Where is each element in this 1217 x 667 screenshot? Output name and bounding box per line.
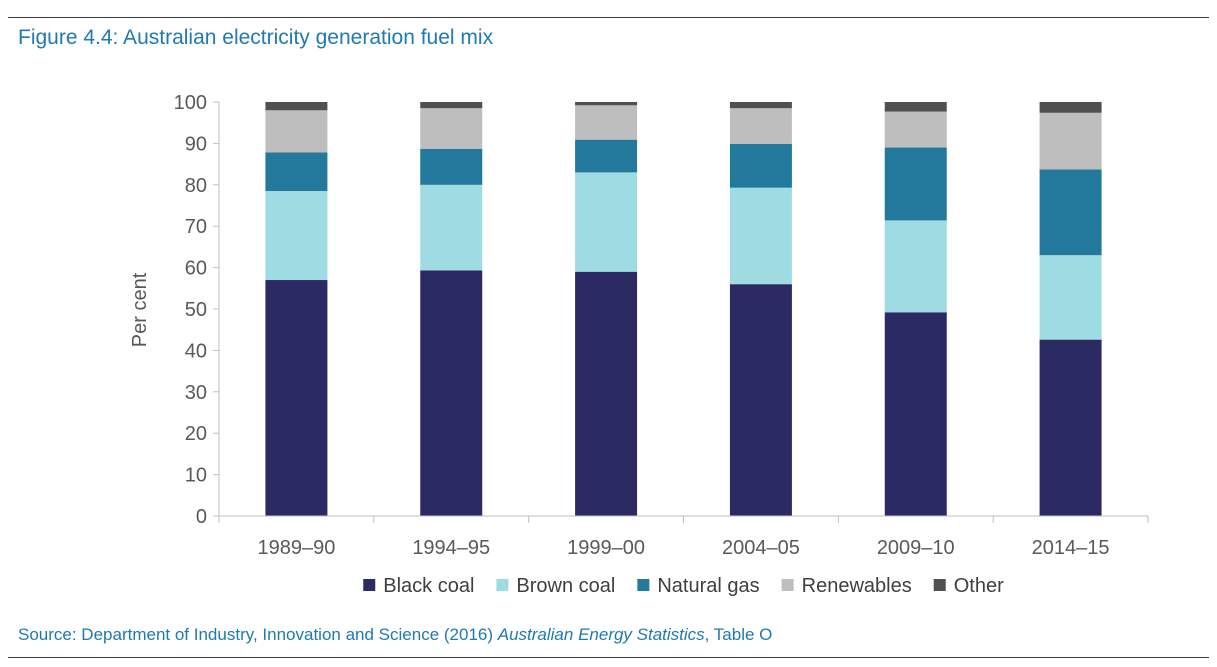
y-axis-label: Per cent <box>129 272 151 347</box>
y-tick-label: 100 <box>174 92 207 114</box>
bar-segment-other: Other 2004–05: 1.5 <box>729 102 792 109</box>
bottom-rule <box>8 657 1209 658</box>
y-tick-label: 90 <box>185 133 207 155</box>
x-tick-label: 2014–15 <box>1032 537 1110 559</box>
bar-segment-brown-coal: Brown coal 1999–00: 24 <box>575 172 638 272</box>
bar-segment-other: Other 2009–10: 2.3 <box>884 102 947 112</box>
legend: Black coal Brown coal Natural gas Renewable… <box>363 575 1004 597</box>
legend-swatch <box>637 579 650 591</box>
bar-segment-brown-coal: Brown coal 1994–95: 20.7 <box>420 184 483 271</box>
x-tick-label: 1994–95 <box>412 537 490 559</box>
bar-segment-natural-gas: Natural gas 2004–05: 10.6 <box>729 143 792 188</box>
source-suffix: , Table O <box>704 625 773 644</box>
bar-segment-renewables: Renewables 1994–95: 9.8 <box>420 108 483 149</box>
bar-segment-black-coal: Black coal 1999–00: 59 <box>575 271 638 516</box>
x-tick-label: 1999–00 <box>567 537 645 559</box>
top-rule <box>8 17 1209 18</box>
bar-segment-black-coal: Black coal 1994–95: 59.3 <box>420 270 483 516</box>
x-tick-label: 1989–90 <box>257 537 335 559</box>
bar-segment-renewables: Renewables 2004–05: 8.6 <box>729 108 792 144</box>
bar-segment-brown-coal: Brown coal 2014–15: 20.4 <box>1039 255 1102 340</box>
bar-plot-area: Black coal 1989–90: 57Brown coal 1989–90… <box>265 102 1102 516</box>
bar-segment-natural-gas: Natural gas 1989–90: 9.3 <box>265 152 328 192</box>
y-tick-label: 30 <box>185 382 207 404</box>
y-tick-label: 80 <box>185 175 207 197</box>
figure-title: Figure 4.4: Australian electricity gener… <box>18 26 494 49</box>
y-tick-label: 60 <box>185 258 207 280</box>
y-tick-label: 20 <box>185 423 207 445</box>
legend-label: Renewables <box>802 575 912 597</box>
bar-segment-renewables: Renewables 1989–90: 10.2 <box>265 110 328 153</box>
legend-label: Other <box>954 575 1004 597</box>
y-tick-label: 10 <box>185 465 207 487</box>
bar-segment-other: Other 1989–90: 2 <box>265 102 328 111</box>
legend-swatch <box>781 579 794 591</box>
bar-segment-other: Other 1999–00: 0.8 <box>575 102 638 106</box>
bar-segment-natural-gas: Natural gas 1994–95: 8.7 <box>420 148 483 185</box>
bar-segment-natural-gas: Natural gas 2009–10: 17.6 <box>884 147 947 221</box>
y-tick-label: 70 <box>185 216 207 238</box>
source-prefix: Source: Department of Industry, Innovati… <box>18 625 498 644</box>
y-tick-label: 50 <box>185 299 207 321</box>
bar-segment-brown-coal: Brown coal 2009–10: 22.2 <box>884 220 947 313</box>
x-tick-label: 2009–10 <box>877 537 955 559</box>
bar-segment-brown-coal: Brown coal 1989–90: 21.5 <box>265 191 328 281</box>
bar-segment-other: Other 1994–95: 1.5 <box>420 102 483 109</box>
legend-swatch <box>933 579 946 591</box>
legend-swatch <box>496 579 509 591</box>
bar-segment-black-coal: Black coal 2014–15: 42.6 <box>1039 339 1102 516</box>
y-axis: 0 10 20 30 40 50 60 70 80 90 100 <box>174 92 220 528</box>
bar-segment-renewables: Renewables 2014–15: 13.7 <box>1039 112 1102 170</box>
bar-segment-other: Other 2014–15: 2.6 <box>1039 102 1102 113</box>
bar-segment-natural-gas: Natural gas 2014–15: 20.7 <box>1039 169 1102 256</box>
source-note: Source: Department of Industry, Innovati… <box>18 625 772 645</box>
legend-label: Brown coal <box>516 575 615 597</box>
x-tick-label: 2004–05 <box>722 537 800 559</box>
bar-segment-black-coal: Black coal 2004–05: 56 <box>729 284 792 516</box>
bar-segment-renewables: Renewables 1999–00: 8.3 <box>575 105 638 140</box>
source-publication: Australian Energy Statistics <box>497 625 705 644</box>
bar-segment-black-coal: Black coal 2009–10: 49.2 <box>884 312 947 516</box>
y-tick-label: 0 <box>196 506 207 528</box>
bar-segment-renewables: Renewables 2009–10: 8.7 <box>884 111 947 148</box>
legend-label: Natural gas <box>657 575 759 597</box>
bar-segment-black-coal: Black coal 1989–90: 57 <box>265 280 328 516</box>
y-tick-label: 40 <box>185 340 207 362</box>
bar-segment-natural-gas: Natural gas 1999–00: 7.9 <box>575 139 638 173</box>
legend-swatch <box>363 579 376 591</box>
legend-label: Black coal <box>383 575 474 597</box>
x-axis: 1989–90 1994–95 1999–00 2004–05 2009–10 2014–… <box>218 515 1149 559</box>
bar-segment-brown-coal: Brown coal 2004–05: 23.3 <box>729 187 792 285</box>
